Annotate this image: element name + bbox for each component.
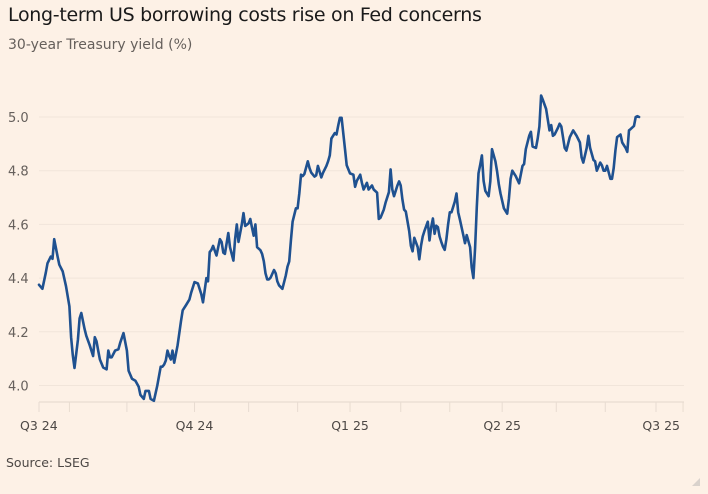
x-tick-label: Q3 25 (642, 418, 680, 433)
y-tick-label: 5.0 (8, 111, 29, 126)
y-tick-label: 4.2 (8, 326, 29, 341)
y-tick-label: 4.8 (8, 165, 29, 180)
chart-title: Long-term US borrowing costs rise on Fed… (8, 4, 482, 26)
x-tick-label: Q1 25 (331, 418, 369, 433)
x-axis: Q3 24 Q4 24 Q1 25 Q2 25 Q3 25 (20, 401, 684, 433)
y-axis-ticks: 4.0 4.2 4.4 4.6 4.8 5.0 (8, 111, 29, 395)
gridlines (39, 116, 684, 386)
x-tick-label: Q3 24 (20, 418, 58, 433)
series-group (37, 94, 641, 403)
y-tick-label: 4.0 (8, 380, 29, 395)
series-line-30y-yield (37, 94, 641, 403)
y-tick-label: 4.4 (8, 272, 29, 287)
resize-handle-icon (692, 478, 700, 486)
x-tick-label: Q4 24 (176, 418, 214, 433)
y-tick-label: 4.6 (8, 218, 29, 233)
chart-subtitle: 30-year Treasury yield (%) (8, 37, 193, 53)
x-tick-label: Q2 25 (483, 418, 521, 433)
source-note: Source: LSEG (6, 455, 90, 470)
